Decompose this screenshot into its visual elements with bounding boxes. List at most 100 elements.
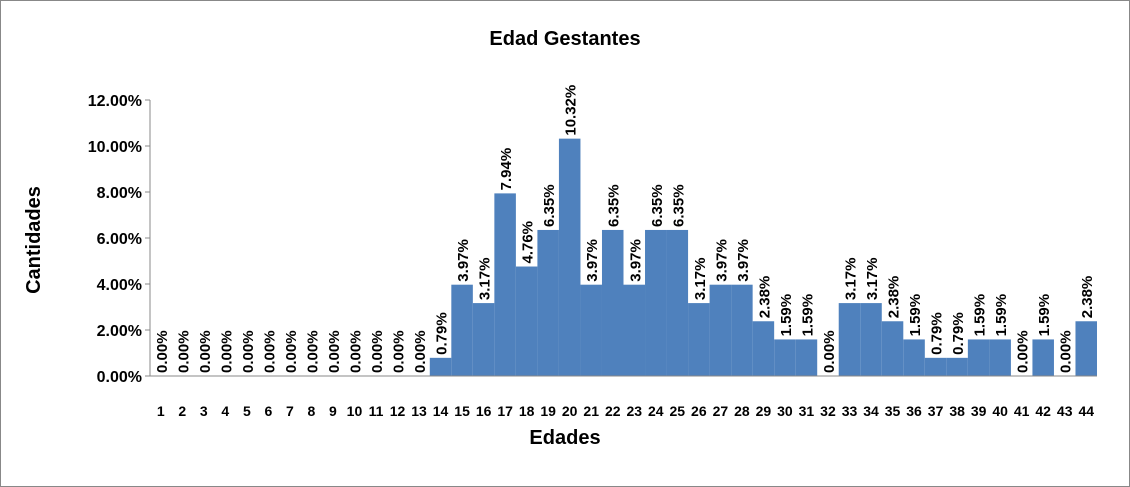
bar <box>537 229 559 376</box>
data-label: 10.32% <box>563 85 580 136</box>
data-label: 1.59% <box>1036 294 1053 337</box>
bar <box>1075 321 1097 376</box>
x-tick-label: 21 <box>583 403 599 419</box>
data-label: 0.79% <box>434 312 451 355</box>
data-label: 7.94% <box>498 148 515 191</box>
x-tick-label: 6 <box>264 403 272 419</box>
x-tick-label: 28 <box>734 403 750 419</box>
x-tick-label: 17 <box>497 403 513 419</box>
x-tick-label: 25 <box>670 403 686 419</box>
data-label: 2.38% <box>886 276 903 319</box>
data-label: 3.17% <box>477 258 494 301</box>
x-tick-label: 8 <box>308 403 316 419</box>
bar <box>451 284 473 376</box>
data-label: 3.97% <box>584 239 601 282</box>
bar <box>666 229 689 376</box>
bar <box>472 303 495 376</box>
data-label: 0.00% <box>283 330 300 373</box>
data-label: 0.00% <box>391 330 408 373</box>
x-tick-label: 26 <box>691 403 707 419</box>
bar <box>429 357 452 376</box>
y-axis-label: Cantidades <box>23 186 45 294</box>
x-tick-label: 7 <box>286 403 294 419</box>
bar <box>623 284 646 376</box>
x-tick-label: 29 <box>756 403 772 419</box>
data-label: 1.59% <box>907 294 924 337</box>
data-label: 3.17% <box>692 258 709 301</box>
bar <box>1032 339 1054 376</box>
bar <box>860 303 882 376</box>
bar <box>881 321 904 376</box>
data-label: 0.00% <box>304 330 321 373</box>
bar <box>601 229 624 376</box>
bar <box>645 229 667 376</box>
bar <box>967 339 990 376</box>
x-tick-label: 4 <box>221 403 229 419</box>
data-label: 0.00% <box>197 330 214 373</box>
x-tick-label: 15 <box>454 403 470 419</box>
x-tick-label: 32 <box>820 403 836 419</box>
data-label: 1.59% <box>778 294 795 337</box>
data-label: 1.59% <box>993 294 1010 337</box>
data-label: 0.79% <box>950 312 967 355</box>
x-tick-label: 37 <box>928 403 944 419</box>
bar <box>515 266 538 376</box>
bar <box>688 303 710 376</box>
x-tick-label: 27 <box>713 403 729 419</box>
data-label: 0.00% <box>369 330 386 373</box>
y-tick-label: 8.00% <box>97 185 142 202</box>
bar <box>494 193 516 376</box>
x-tick-label: 22 <box>605 403 621 419</box>
data-label: 4.76% <box>520 221 537 264</box>
x-tick-label: 34 <box>863 403 879 419</box>
data-label: 6.35% <box>670 184 687 227</box>
chart-title: Edad Gestantes <box>489 28 640 50</box>
bar <box>795 339 818 376</box>
x-tick-label: 31 <box>799 403 815 419</box>
x-tick-label: 41 <box>1014 403 1030 419</box>
x-tick-label: 12 <box>390 403 406 419</box>
bar <box>989 339 1011 376</box>
y-tick-label: 6.00% <box>97 231 142 248</box>
x-tick-label: 42 <box>1035 403 1051 419</box>
x-axis-label: Edades <box>529 427 600 449</box>
x-tick-label: 44 <box>1078 403 1094 419</box>
bar <box>580 284 602 376</box>
x-tick-label: 39 <box>971 403 987 419</box>
bar <box>838 303 861 376</box>
x-tick-label: 9 <box>329 403 337 419</box>
bar <box>924 357 947 376</box>
x-tick-label: 20 <box>562 403 578 419</box>
data-label: 0.79% <box>929 312 946 355</box>
data-label: 0.00% <box>261 330 278 373</box>
x-tick-label: 43 <box>1057 403 1073 419</box>
data-label: 1.59% <box>799 294 816 337</box>
data-label: 1.59% <box>972 294 989 337</box>
data-label: 0.00% <box>218 330 235 373</box>
bar <box>946 357 968 376</box>
x-tick-label: 35 <box>885 403 901 419</box>
data-label: 3.97% <box>627 239 644 282</box>
data-label: 3.17% <box>842 258 859 301</box>
bar <box>709 284 732 376</box>
x-tick-label: 33 <box>842 403 858 419</box>
x-tick-label: 30 <box>777 403 793 419</box>
data-label: 2.38% <box>756 276 773 319</box>
bar <box>731 284 753 376</box>
data-label: 6.35% <box>606 184 623 227</box>
x-tick-label: 13 <box>411 403 427 419</box>
x-tick-label: 40 <box>992 403 1008 419</box>
x-tick-label: 19 <box>540 403 556 419</box>
x-tick-label: 16 <box>476 403 492 419</box>
data-label: 0.00% <box>326 330 343 373</box>
bar <box>558 138 581 376</box>
y-tick-label: 4.00% <box>97 277 142 294</box>
x-tick-label: 1 <box>157 403 165 419</box>
data-label: 0.00% <box>1015 330 1032 373</box>
data-label: 0.00% <box>412 330 429 373</box>
y-tick-label: 2.00% <box>97 323 142 340</box>
data-label: 0.00% <box>1058 330 1075 373</box>
data-label: 3.97% <box>713 239 730 282</box>
x-tick-label: 10 <box>347 403 363 419</box>
x-tick-label: 2 <box>178 403 186 419</box>
